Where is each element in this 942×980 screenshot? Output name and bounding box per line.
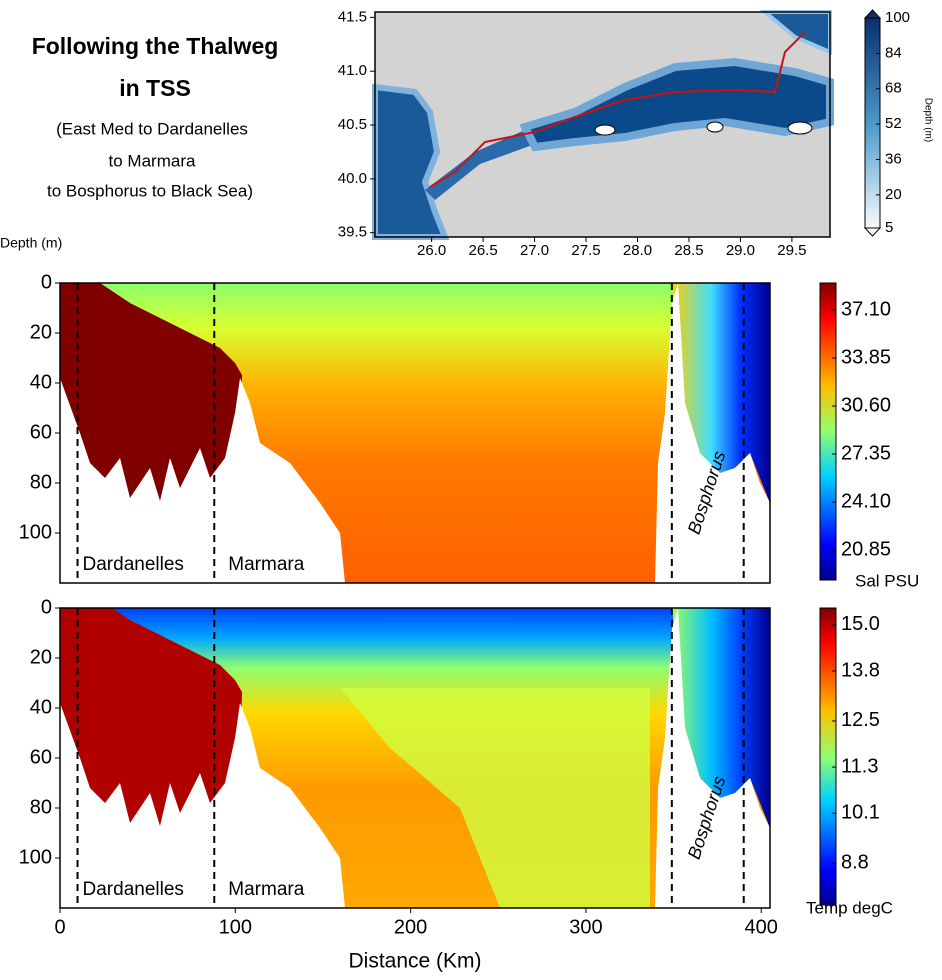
y-axis-label: Depth (m) xyxy=(0,235,62,251)
y-tick-label: 20 xyxy=(30,646,52,668)
colorbar-tick-label: 52 xyxy=(885,115,902,132)
colorbar-extend xyxy=(863,9,882,19)
region-label: Marmara xyxy=(228,879,304,900)
region-label: Dardanelles xyxy=(83,879,184,900)
header: Following the Thalweg in TSS (East Med t… xyxy=(32,33,279,200)
y-tick-label: 41.0 xyxy=(338,62,367,79)
x-tick-label: 0 xyxy=(54,916,65,938)
x-tick-label: 27.0 xyxy=(520,242,549,259)
colorbar-label: Temp degC xyxy=(806,898,893,917)
colorbar-tick-label: 24.10 xyxy=(841,490,891,512)
colorbar-tick-label: 84 xyxy=(885,44,902,61)
x-tick-label: 27.5 xyxy=(571,242,600,259)
colorbar-tick-label: 15.0 xyxy=(841,613,880,635)
y-tick-label: 60 xyxy=(30,421,52,443)
colorbar-tick-label: 33.85 xyxy=(841,346,891,368)
x-tick-label: 26.5 xyxy=(468,242,497,259)
colorbar-extend xyxy=(863,227,882,237)
colorbar-tick-label: 5 xyxy=(885,219,893,236)
subtitle: (East Med to Dardanelles xyxy=(56,119,248,138)
subtitle: to Bosphorus to Black Sea) xyxy=(47,181,253,200)
x-tick-label: 28.5 xyxy=(674,242,703,259)
colorbar-tick-label: 27.35 xyxy=(841,442,891,464)
y-tick-label: 41.5 xyxy=(338,8,367,25)
colorbar xyxy=(864,17,881,229)
x-tick-label: 300 xyxy=(569,916,602,938)
y-tick-label: 39.5 xyxy=(338,224,367,241)
colorbar-tick-label: 13.8 xyxy=(841,659,880,681)
x-tick-label: 400 xyxy=(745,916,778,938)
y-tick-label: 40 xyxy=(30,696,52,718)
y-tick-label: 100 xyxy=(19,521,52,543)
colorbar-tick-label: 20 xyxy=(885,186,902,203)
y-tick-label: 0 xyxy=(41,596,52,618)
x-tick-label: 26.0 xyxy=(417,242,446,259)
title: in TSS xyxy=(119,75,191,101)
y-tick-label: 40.0 xyxy=(338,170,367,187)
x-tick-label: 28.0 xyxy=(623,242,652,259)
map-field xyxy=(372,10,834,240)
temperature-field xyxy=(60,608,770,908)
y-tick-label: 80 xyxy=(30,471,52,493)
colorbar-tick-label: 10.1 xyxy=(841,801,880,823)
x-tick-label: 200 xyxy=(394,916,427,938)
colorbar-tick-label: 8.8 xyxy=(841,851,869,873)
colorbar-tick-label: 36 xyxy=(885,150,902,167)
colorbar-tick-label: 68 xyxy=(885,80,902,97)
y-tick-label: 80 xyxy=(30,796,52,818)
y-tick-label: 40 xyxy=(30,371,52,393)
y-tick-label: 100 xyxy=(19,846,52,868)
colorbar-tick-label: 11.3 xyxy=(841,755,878,777)
y-tick-label: 20 xyxy=(30,321,52,343)
colorbar-label: Depth (m) xyxy=(922,98,933,142)
salinity-field xyxy=(60,283,770,583)
colorbar-tick-label: 100 xyxy=(885,9,910,26)
y-tick-label: 40.5 xyxy=(338,116,367,133)
x-tick-label: 29.0 xyxy=(726,242,755,259)
x-axis-label: Distance (Km) xyxy=(348,950,481,973)
region-label: Marmara xyxy=(228,554,304,575)
x-tick-label: 100 xyxy=(219,916,252,938)
colorbar-tick-label: 37.10 xyxy=(841,298,891,320)
colorbar-tick-label: 12.5 xyxy=(841,709,880,731)
y-tick-label: 0 xyxy=(41,271,52,293)
title: Following the Thalweg xyxy=(32,33,279,59)
colorbar-tick-label: 30.60 xyxy=(841,394,891,416)
region-label: Dardanelles xyxy=(83,554,184,575)
colorbar-label: Sal PSU xyxy=(855,571,919,590)
x-tick-label: 29.5 xyxy=(777,242,806,259)
y-tick-label: 60 xyxy=(30,746,52,768)
colorbar xyxy=(819,282,837,581)
subtitle: to Marmara xyxy=(109,151,196,170)
colorbar xyxy=(819,607,837,906)
colorbar-tick-label: 20.85 xyxy=(841,538,891,560)
plot-frame xyxy=(374,11,831,238)
